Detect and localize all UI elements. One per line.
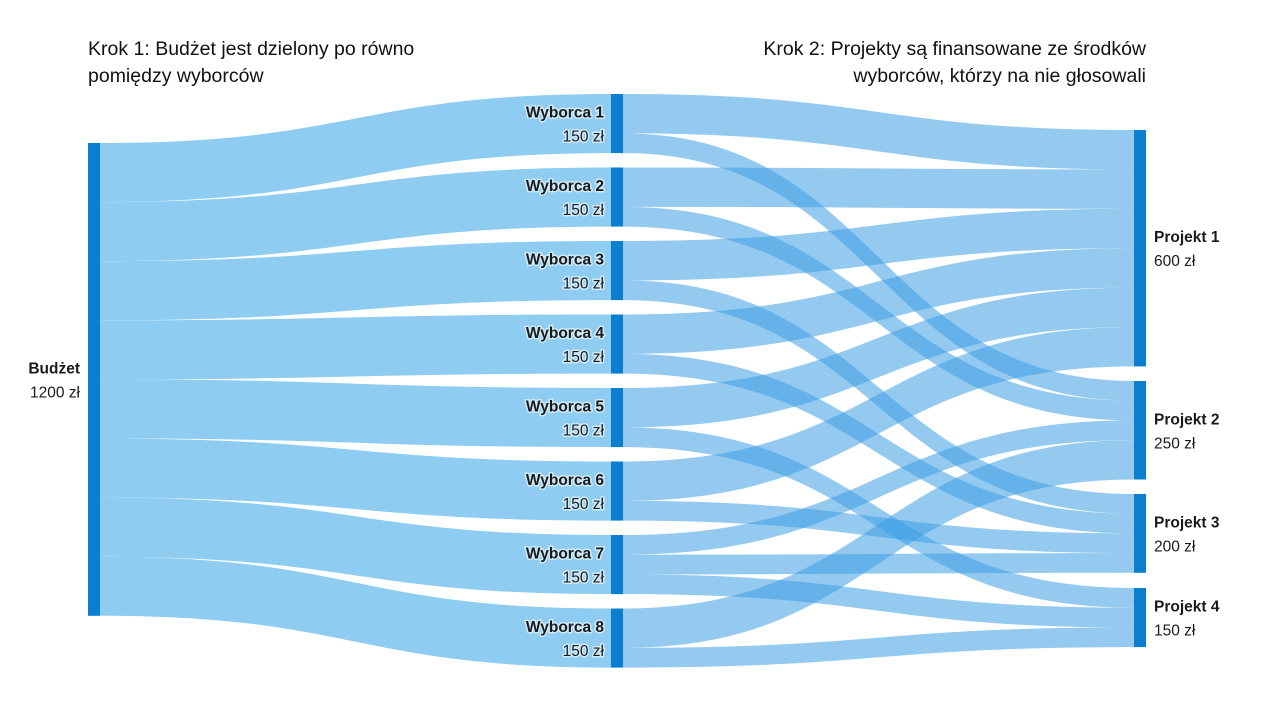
label-w5: Wyborca 5 150 zł [524, 397, 606, 441]
link-w1-p1 [623, 94, 1134, 170]
node-w6 [611, 461, 623, 521]
label-w8-value: 150 zł [563, 643, 605, 660]
link-budget-w1 [100, 94, 611, 203]
link-budget-w3 [100, 241, 611, 321]
node-p1 [1134, 130, 1146, 367]
label-w7: Wyborca 7 150 zł [524, 544, 606, 588]
label-w6-value: 150 zł [563, 496, 605, 513]
node-w8 [611, 608, 623, 668]
label-w2-name: Wyborca 2 [526, 178, 604, 195]
node-w2 [611, 167, 623, 227]
step2-heading-line2: wyborców, którzy na nie głosowali [853, 65, 1146, 87]
step2-heading-line1: Krok 2: Projekty są finansowane ze środk… [763, 38, 1146, 60]
link-w3-p1 [623, 208, 1134, 281]
nodes [88, 94, 1146, 668]
project-links [623, 94, 1134, 668]
node-p2 [1134, 381, 1146, 480]
label-w4-name: Wyborca 4 [526, 325, 604, 342]
label-p4-name: Projekt 4 [1154, 599, 1220, 616]
link-budget-w8 [100, 556, 611, 668]
step2-heading: Krok 2: Projekty są finansowane ze środk… [763, 36, 1146, 90]
step1-heading-line2: pomiędzy wyborców [88, 65, 264, 87]
budget-links [100, 94, 611, 668]
label-w5-name: Wyborca 5 [526, 399, 604, 416]
label-w3-value: 150 zł [563, 276, 605, 293]
label-w7-value: 150 zł [563, 570, 605, 587]
link-budget-w7 [100, 497, 611, 595]
label-p4: Projekt 4 150 zł [1154, 599, 1220, 640]
link-w8-p2 [623, 440, 1134, 648]
link-budget-w4 [100, 314, 611, 380]
node-w7 [611, 535, 623, 595]
label-w2: Wyborca 2 150 zł [524, 177, 606, 221]
link-w6-p1 [623, 327, 1134, 501]
label-w8: Wyborca 8 150 zł [524, 618, 606, 662]
label-p3: Projekt 3 200 zł [1154, 514, 1220, 555]
label-p3-value: 200 zł [1154, 538, 1196, 555]
link-w1-p2 [623, 133, 1134, 401]
node-budget [88, 143, 100, 616]
label-p2-value: 250 zł [1154, 435, 1196, 452]
label-p1-name: Projekt 1 [1154, 229, 1220, 246]
node-w3 [611, 241, 623, 301]
label-w1-name: Wyborca 1 [526, 105, 604, 122]
link-w5-p1 [623, 287, 1134, 428]
link-w7-p3 [623, 553, 1134, 575]
label-w4: Wyborca 4 150 zł [524, 324, 606, 368]
link-w8-p4 [623, 627, 1134, 668]
label-p1-value: 600 zł [1154, 253, 1196, 270]
label-w7-name: Wyborca 7 [526, 546, 604, 563]
label-p4-value: 150 zł [1154, 623, 1196, 640]
label-p2: Projekt 2 250 zł [1154, 411, 1219, 452]
link-w2-p1 [623, 167, 1134, 209]
label-w3-name: Wyborca 3 [526, 252, 604, 269]
node-labels: Budżet 1200 zł Wyborca 1 150 zł Wyborca 2 150… [28, 103, 1220, 662]
step1-heading-line1: Krok 1: Budżet jest dzielony po równo [88, 38, 415, 60]
link-w4-p1 [623, 248, 1134, 354]
label-p3-name: Projekt 3 [1154, 514, 1220, 531]
label-w3: Wyborca 3 150 zł [524, 250, 606, 294]
label-budget: Budżet 1200 zł [28, 360, 80, 401]
label-w4-value: 150 zł [563, 349, 605, 366]
link-budget-w6 [100, 438, 611, 521]
label-p2-name: Projekt 2 [1154, 411, 1219, 428]
link-budget-w5 [100, 379, 611, 448]
label-w2-value: 150 zł [563, 202, 605, 219]
label-p1: Projekt 1 600 zł [1154, 229, 1220, 270]
node-p3 [1134, 494, 1146, 573]
label-budget-value: 1200 zł [30, 384, 81, 401]
node-w5 [611, 388, 623, 448]
label-budget-name: Budżet [28, 360, 80, 377]
label-w8-name: Wyborca 8 [526, 619, 604, 636]
link-budget-w2 [100, 167, 611, 262]
node-w1 [611, 94, 623, 154]
label-w5-value: 150 zł [563, 423, 605, 440]
label-w1: Wyborca 1 150 zł [524, 103, 606, 147]
link-w4-p3 [623, 353, 1134, 534]
link-w7-p4 [623, 574, 1134, 628]
label-w6-name: Wyborca 6 [526, 472, 604, 489]
label-w6: Wyborca 6 150 zł [524, 471, 606, 515]
label-w1-value: 150 zł [563, 129, 605, 146]
step1-heading: Krok 1: Budżet jest dzielony po równo po… [88, 36, 414, 90]
node-p4 [1134, 588, 1146, 648]
node-w4 [611, 314, 623, 374]
link-w7-p2 [623, 420, 1134, 555]
